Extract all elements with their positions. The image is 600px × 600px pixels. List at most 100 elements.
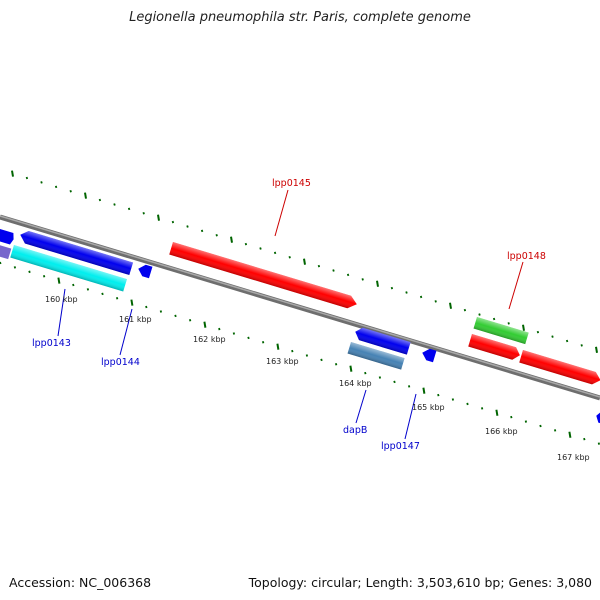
tick-mark-lower <box>393 380 396 384</box>
tick-mark-lower <box>407 385 411 388</box>
tick-mark-lower <box>378 376 382 379</box>
tick-mark-upper <box>332 269 335 272</box>
scale-ticks <box>0 170 600 445</box>
tick-mark-upper <box>244 242 248 246</box>
kbp-label-165: 165 kbp <box>412 403 445 412</box>
tick-mark-upper <box>171 220 175 224</box>
label-leaders <box>57 189 524 440</box>
tick-mark-upper <box>565 339 569 343</box>
tick-mark-upper <box>376 280 379 287</box>
tick-mark-upper <box>405 291 408 294</box>
tick-mark-lower <box>349 365 353 372</box>
kbp-labels: 160 kbp 161 kbp 162 kbp 163 kbp 164 kbp … <box>45 295 590 462</box>
tick-mark-lower <box>57 277 61 284</box>
tick-mark-upper <box>273 251 277 255</box>
kbp-label-162: 162 kbp <box>193 335 226 344</box>
tick-mark-lower <box>86 288 90 291</box>
kbp-label-160: 160 kbp <box>45 295 78 304</box>
tick-mark-upper <box>69 189 72 193</box>
gene-features <box>0 226 600 425</box>
accession-text: Accession: NC_006368 <box>9 575 152 590</box>
tick-mark-upper <box>25 176 29 180</box>
gene-label-lpp0144[interactable]: lpp0144 <box>101 357 140 368</box>
kbp-label-167: 167 kbp <box>557 453 590 462</box>
tick-mark-upper <box>11 170 14 177</box>
gene-label-lpp0148[interactable]: lpp0148 <box>507 251 546 262</box>
kbp-label-163: 163 kbp <box>266 357 299 366</box>
tick-mark-upper <box>113 203 116 206</box>
tick-mark-lower <box>553 429 557 432</box>
tick-mark-upper <box>98 198 102 202</box>
tick-mark-upper <box>536 330 540 334</box>
tick-mark-lower <box>261 341 265 344</box>
gene-lpp0147[interactable] <box>421 347 437 363</box>
tick-mark-upper <box>434 300 437 303</box>
topology-text: Topology: circular; Length: 3,503,610 bp… <box>248 575 592 590</box>
tick-mark-upper <box>186 225 189 228</box>
tick-mark-lower <box>524 420 528 423</box>
tick-mark-upper <box>84 192 87 199</box>
tick-mark-lower <box>188 318 192 322</box>
genome-backbone <box>0 214 600 401</box>
tick-mark-lower <box>451 398 455 401</box>
gene-label-lpp0145[interactable]: lpp0145 <box>272 178 311 189</box>
tick-mark-lower <box>130 299 134 306</box>
tick-mark-upper <box>551 335 554 338</box>
tick-mark-upper <box>478 313 481 316</box>
tick-mark-lower <box>159 310 163 313</box>
kbp-label-161: 161 kbp <box>119 315 152 324</box>
tick-mark-lower <box>72 283 75 287</box>
tick-mark-upper <box>463 308 467 312</box>
gene-label-lpp0143[interactable]: lpp0143 <box>32 338 71 349</box>
tick-mark-lower <box>539 424 542 428</box>
tick-mark-lower <box>320 358 323 362</box>
gene-lpp0144[interactable] <box>137 263 153 279</box>
tick-mark-upper <box>507 322 510 325</box>
gene-label-dapB[interactable]: dapB <box>343 425 367 436</box>
tick-mark-lower <box>437 393 440 397</box>
tick-mark-lower <box>583 437 586 441</box>
tick-mark-lower <box>218 327 221 331</box>
tick-mark-upper <box>230 236 233 243</box>
tick-mark-lower <box>0 261 2 265</box>
tick-mark-lower <box>13 266 17 269</box>
tick-mark-upper <box>303 258 306 265</box>
tick-mark-lower <box>291 349 294 353</box>
tick-mark-upper <box>317 264 321 268</box>
tick-mark-lower <box>115 296 119 300</box>
gene-labels: lpp0145 lpp0148 lpp0143 lpp0144 dapB lpp… <box>32 178 546 452</box>
tick-mark-upper <box>361 278 364 281</box>
tick-mark-lower <box>510 415 513 419</box>
tick-mark-lower <box>495 409 499 416</box>
gene-partial-right-blue[interactable] <box>595 410 600 425</box>
tick-mark-upper <box>492 317 496 321</box>
tick-mark-upper <box>449 302 452 309</box>
gene-partial-left-blue[interactable] <box>0 226 15 245</box>
tick-mark-lower <box>364 371 367 375</box>
tick-mark-upper <box>157 214 160 221</box>
gene-partial-left-violet[interactable] <box>0 242 12 260</box>
tick-mark-lower <box>28 270 31 274</box>
tick-mark-lower <box>466 402 469 406</box>
tick-mark-lower <box>101 292 104 296</box>
tick-mark-lower <box>232 332 236 335</box>
map-title: Legionella pneumophila str. Paris, compl… <box>129 10 471 25</box>
gene-label-lpp0147[interactable]: lpp0147 <box>381 441 420 452</box>
tick-mark-upper <box>142 212 145 215</box>
tick-mark-upper <box>215 234 218 237</box>
tick-mark-upper <box>580 344 583 347</box>
tick-mark-upper <box>390 286 394 290</box>
kbp-label-164: 164 kbp <box>339 379 372 388</box>
tick-mark-upper <box>288 256 291 259</box>
tick-mark-lower <box>305 354 309 357</box>
tick-mark-lower <box>203 321 207 328</box>
tick-mark-upper <box>346 273 350 277</box>
kbp-label-166: 166 kbp <box>485 427 518 436</box>
tick-mark-lower <box>568 431 572 438</box>
tick-mark-upper <box>127 207 131 211</box>
tick-mark-lower <box>42 274 46 278</box>
tick-mark-upper <box>40 181 43 184</box>
tick-mark-lower <box>145 305 148 309</box>
tick-mark-lower <box>597 442 600 445</box>
